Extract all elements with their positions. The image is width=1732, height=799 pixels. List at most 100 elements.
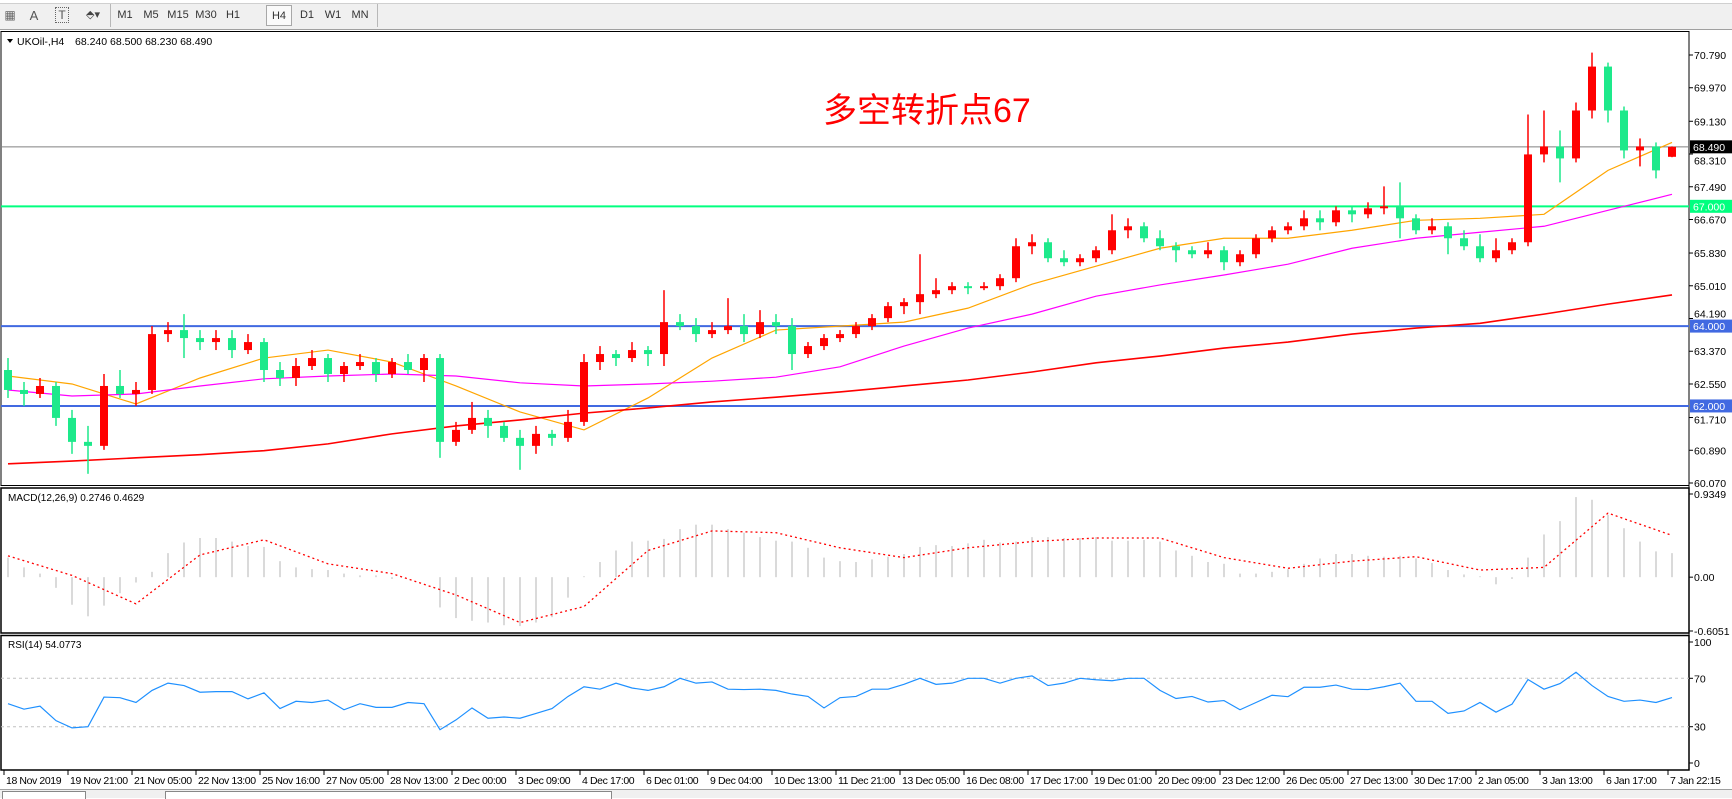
- price-tick-label: 60.890: [1694, 445, 1726, 457]
- candle-body: [788, 326, 796, 355]
- candle: [116, 370, 124, 398]
- timeframe-m1[interactable]: M1: [117, 9, 133, 21]
- candles: [4, 52, 1676, 474]
- candle-body: [1156, 238, 1164, 247]
- timeframe-h1[interactable]: H1: [225, 9, 241, 21]
- chart-tab[interactable]: [2, 791, 86, 799]
- candle-body: [916, 294, 924, 303]
- candle-body: [1636, 146, 1644, 151]
- symbol-label: UKOil-,H4: [17, 36, 64, 48]
- candle: [1012, 238, 1020, 283]
- level-label-box: [1690, 399, 1732, 413]
- candle-body: [1492, 250, 1500, 259]
- timeframe-d1[interactable]: D1: [299, 9, 315, 21]
- candle: [964, 282, 972, 295]
- candle: [228, 330, 236, 359]
- price-tick-label: 67.490: [1694, 182, 1726, 194]
- rsi-tick-label: 100: [1694, 637, 1712, 649]
- level-labels: 68.490 67.000 64.000 62.000: [1690, 140, 1732, 413]
- candle: [916, 254, 924, 315]
- candle-body: [756, 322, 764, 335]
- candle-body: [180, 330, 188, 339]
- candle: [500, 421, 508, 442]
- candle-body: [1396, 206, 1404, 219]
- candle-body: [1572, 110, 1580, 159]
- candle: [1636, 138, 1644, 167]
- candle-body: [1028, 242, 1036, 247]
- timeframe-h4[interactable]: H4: [266, 5, 292, 26]
- candle: [868, 314, 876, 331]
- candle: [164, 322, 172, 343]
- candle: [1668, 146, 1676, 158]
- candle-body: [532, 433, 540, 446]
- candle-body: [308, 358, 316, 367]
- chart-tab[interactable]: [165, 791, 612, 799]
- candle-body: [836, 334, 844, 339]
- candle-body: [1604, 66, 1612, 111]
- candle-body: [500, 425, 508, 438]
- candle-body: [468, 417, 476, 430]
- candle: [68, 409, 76, 454]
- candle: [1428, 218, 1436, 235]
- candle-body: [196, 338, 204, 343]
- level-label-box: [1690, 140, 1732, 154]
- candle: [596, 346, 604, 371]
- candle-body: [596, 354, 604, 363]
- candle: [852, 322, 860, 339]
- candle: [1172, 242, 1180, 263]
- candle-body: [692, 326, 700, 335]
- candle-body: [564, 421, 572, 438]
- grid-icon[interactable]: ▦: [4, 8, 16, 22]
- text-label-icon[interactable]: T: [55, 7, 69, 23]
- candle: [340, 362, 348, 382]
- timeframe-m5[interactable]: M5: [143, 9, 159, 21]
- price-axis: 70.790 69.970 69.130 68.310 67.490 66.670 65.8…: [1688, 31, 1726, 770]
- candle-body: [116, 385, 124, 394]
- candle: [1140, 222, 1148, 243]
- candle-body: [1444, 226, 1452, 239]
- candle-body: [420, 358, 428, 371]
- candle-body: [132, 389, 140, 394]
- candle: [1572, 102, 1580, 163]
- candle: [1028, 234, 1036, 255]
- candle: [1284, 222, 1292, 235]
- candle: [948, 282, 956, 295]
- candle: [1492, 238, 1500, 263]
- candle-body: [1284, 226, 1292, 231]
- candle: [1252, 234, 1260, 259]
- candle: [1124, 218, 1132, 239]
- level-label: 67.000: [1693, 201, 1725, 213]
- candle: [36, 377, 44, 398]
- candle-body: [388, 362, 396, 375]
- candle: [1460, 230, 1468, 251]
- candle-body: [644, 350, 652, 355]
- price-tick-label: 69.970: [1694, 83, 1726, 95]
- candle-body: [948, 286, 956, 291]
- toolbar-top-edge: [0, 0, 1732, 4]
- level-label: 62.000: [1693, 401, 1725, 413]
- text-icon[interactable]: A: [29, 8, 39, 23]
- candle: [628, 342, 636, 363]
- candle-body: [1044, 242, 1052, 259]
- timeframe-m30[interactable]: M30: [195, 9, 217, 21]
- timeframe-mn[interactable]: MN: [351, 9, 369, 21]
- candle: [1620, 106, 1628, 159]
- chart-tab-bar: [0, 789, 1732, 799]
- candle-body: [228, 338, 236, 351]
- candle: [1556, 130, 1564, 183]
- dropdown-triangle-icon[interactable]: [7, 39, 13, 43]
- candle-body: [1556, 146, 1564, 159]
- timeframe-w1[interactable]: W1: [324, 9, 342, 21]
- candle: [1204, 242, 1212, 259]
- candle: [20, 381, 28, 406]
- time-tick-label: 3 Dec 09:00: [518, 775, 571, 787]
- candle: [532, 425, 540, 454]
- price-tick-label: 65.010: [1694, 281, 1726, 293]
- arrows-icon[interactable]: ⬘▾: [86, 9, 100, 21]
- price-tick-label: 70.790: [1694, 50, 1726, 62]
- timeframe-m15[interactable]: M15: [167, 9, 189, 21]
- candle-body: [4, 370, 12, 390]
- candle-body: [1108, 230, 1116, 251]
- candle-body: [1412, 218, 1420, 231]
